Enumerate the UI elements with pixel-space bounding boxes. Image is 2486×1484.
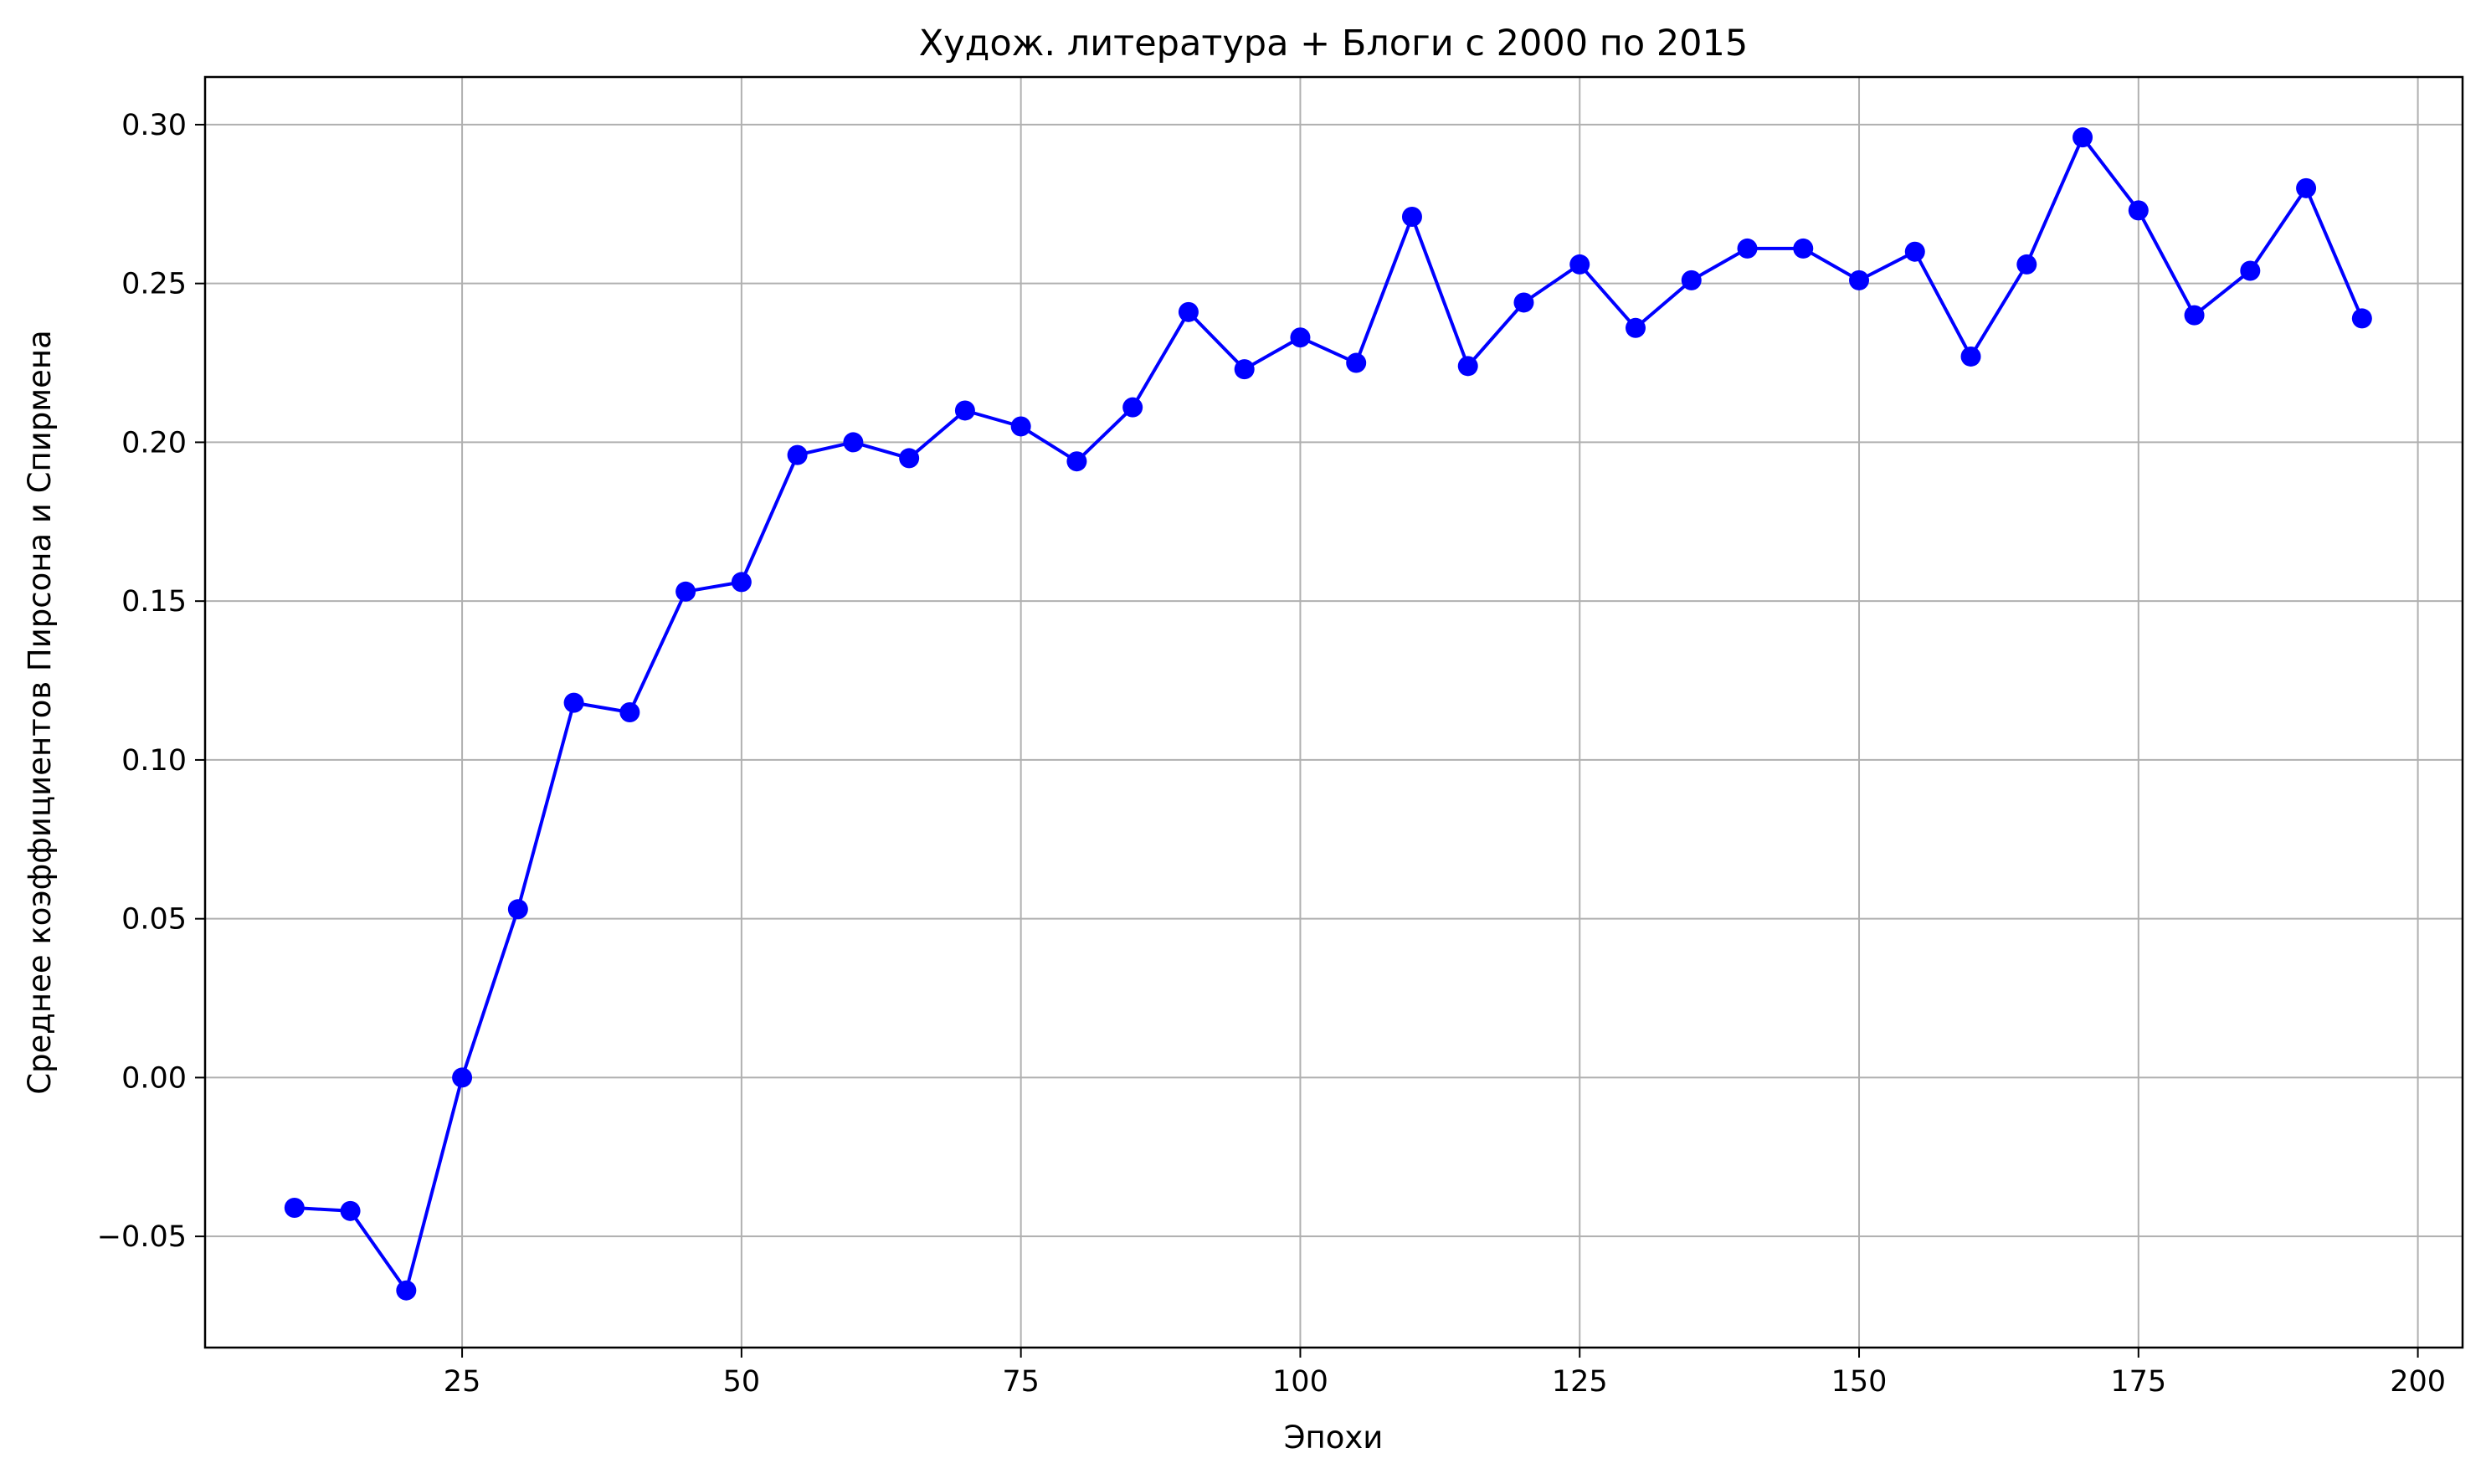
x-tick-label: 175	[2110, 1365, 2166, 1399]
x-tick-label: 50	[723, 1365, 761, 1399]
data-point	[340, 1200, 361, 1221]
data-point	[452, 1067, 473, 1088]
data-point	[1122, 397, 1143, 418]
x-tick-label: 75	[1002, 1365, 1040, 1399]
x-axis: 25 50 75 100 125 150 175 200	[444, 1348, 2446, 1399]
data-point	[1849, 270, 1870, 290]
data-point	[396, 1280, 417, 1301]
x-tick-label: 200	[2390, 1365, 2446, 1399]
y-tick-label: −0.05	[97, 1220, 187, 1254]
y-tick-label: 0.25	[121, 268, 187, 301]
data-point	[619, 702, 640, 722]
x-axis-title: Эпохи	[1284, 1420, 1384, 1456]
data-point	[1513, 292, 1534, 313]
y-tick-label: 0.05	[121, 903, 187, 937]
data-point	[2073, 127, 2093, 148]
series-layer	[284, 127, 2372, 1301]
data-point	[899, 448, 920, 469]
grid	[205, 77, 2463, 1348]
x-tick-label: 150	[1831, 1365, 1888, 1399]
data-point	[1737, 238, 1758, 259]
data-point	[284, 1198, 305, 1219]
data-point	[843, 432, 864, 453]
data-point	[675, 581, 696, 602]
data-point	[1346, 352, 1367, 373]
chart-title: Худож. литература + Блоги с 2000 по 2015	[919, 23, 1749, 64]
data-point	[1457, 356, 1478, 377]
x-tick-label: 100	[1272, 1365, 1328, 1399]
data-point	[1290, 327, 1311, 348]
data-point	[731, 572, 752, 593]
data-point	[1066, 451, 1087, 472]
data-point	[1569, 254, 1590, 275]
data-point	[2184, 305, 2205, 326]
x-tick-label: 25	[444, 1365, 481, 1399]
y-tick-label: 0.30	[121, 109, 187, 142]
y-axis: −0.05 0.00 0.05 0.10 0.15 0.20 0.25 0.30	[97, 109, 205, 1254]
data-point	[954, 400, 975, 421]
data-point	[563, 692, 584, 713]
x-tick-label: 125	[1552, 1365, 1608, 1399]
data-point	[2128, 200, 2149, 221]
data-point	[2240, 260, 2261, 281]
data-point	[1010, 416, 1031, 437]
y-tick-label: 0.20	[121, 426, 187, 460]
data-point	[1681, 270, 1702, 290]
y-tick-label: 0.10	[121, 744, 187, 778]
y-axis-title: Среднее коэффициентов Пирсона и Спирмена	[22, 330, 58, 1095]
data-point	[787, 444, 808, 465]
data-point	[1234, 359, 1255, 380]
data-point	[2351, 308, 2372, 329]
plot-frame	[203, 75, 2464, 1349]
data-point	[1178, 301, 1199, 322]
data-point	[507, 899, 528, 920]
data-point	[1904, 241, 1925, 262]
data-point	[1625, 317, 1646, 338]
series-line	[294, 136, 2364, 1292]
data-point	[1960, 346, 1981, 367]
data-point	[1401, 206, 1422, 227]
data-point	[1793, 238, 1814, 259]
data-point	[2296, 177, 2317, 198]
data-point	[2016, 254, 2037, 275]
y-tick-label: 0.00	[121, 1061, 187, 1095]
y-tick-label: 0.15	[121, 585, 187, 619]
